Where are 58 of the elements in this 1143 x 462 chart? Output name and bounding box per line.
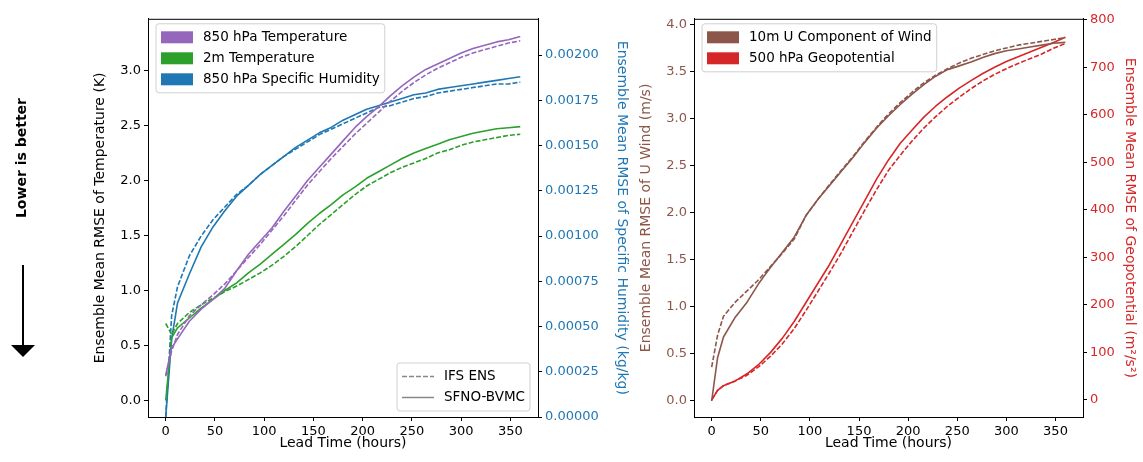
y2-tick-label: 600 [1090, 106, 1115, 122]
y-tick-label: 1.5 [666, 251, 687, 267]
y-tick-label: 3.0 [120, 61, 141, 77]
y-tick-label: 2.0 [120, 171, 141, 187]
x-tick-label: 300 [448, 423, 474, 439]
y2-tick-label: 0.00050 [545, 317, 599, 333]
legend-label: 10m U Component of Wind [749, 27, 932, 44]
y2-tick-label: 100 [1090, 343, 1115, 359]
annotation: SFNO-BVMC [444, 388, 525, 404]
y2-tick-label: 300 [1090, 248, 1115, 264]
x-tick-label: 0 [161, 423, 170, 439]
y-tick-label: 0.5 [120, 336, 141, 352]
y2-tick-label: 700 [1090, 58, 1115, 74]
x-tick-label: 300 [993, 423, 1019, 439]
y2-tick-label: 200 [1090, 296, 1115, 312]
y2-tick-label: 0.00075 [545, 272, 599, 288]
y-tick-label: 2.0 [666, 204, 687, 220]
y2-tick-label: 800 [1090, 11, 1115, 27]
legend-label: 850 hPa Temperature [203, 27, 348, 44]
x-tick-label: 100 [797, 423, 823, 439]
y2-tick-label: 400 [1090, 201, 1115, 217]
x-tick-label: 50 [206, 423, 224, 439]
y-tick-label: 0.0 [666, 392, 687, 408]
y2-tick-label: 0.00100 [545, 227, 599, 243]
legend-label: 850 hPa Specific Humidity [203, 69, 380, 86]
x-axis-title: Lead Time (hours) [824, 434, 953, 451]
y-tick-label: 0.0 [120, 391, 141, 407]
x-tick-label: 50 [752, 423, 770, 439]
y-tick-label: 0.5 [666, 345, 687, 361]
y2-tick-label: 0.00175 [545, 91, 599, 107]
legend-label: 500 hPa Geopotential [749, 48, 895, 65]
x-axis-title: Lead Time (hours) [279, 434, 407, 451]
x-tick-label: 350 [498, 423, 523, 439]
y-tick-label: 4.0 [666, 15, 687, 31]
text: Lower is better [13, 98, 29, 219]
x-tick-label: 0 [707, 423, 716, 439]
y2-axis-title: Ensemble Mean RMSE of Specific Humidity (kg/kg) [614, 40, 631, 395]
y-tick-label: 3.5 [666, 62, 687, 78]
y2-axis-title: Ensemble Mean RMSE of Geopotential (m²/s²) [1122, 57, 1139, 378]
y2-tick-label: 0.00125 [545, 182, 599, 198]
y2-tick-label: 0 [1090, 391, 1099, 407]
annotation: IFS ENS [444, 367, 496, 383]
y2-tick-label: 500 [1090, 153, 1115, 169]
y2-tick-label: 0.00150 [545, 136, 599, 152]
y-axis-title: Ensemble Mean RMSE of U Wind (m/s) [637, 83, 654, 353]
y2-tick-label: 0.00200 [545, 46, 599, 62]
y-tick-label: 1.5 [120, 226, 141, 242]
y-tick-label: 1.0 [666, 298, 687, 314]
y-tick-label: 2.5 [666, 157, 687, 173]
y2-tick-label: 0.00000 [545, 408, 599, 424]
legend-label: 2m Temperature [203, 48, 315, 65]
y-tick-label: 1.0 [120, 281, 141, 297]
x-tick-label: 100 [251, 423, 277, 439]
y-tick-label: 2.5 [120, 116, 141, 132]
y-axis-title: Ensemble Mean RMSE of Temperature (K) [91, 72, 108, 364]
y-tick-label: 3.0 [666, 109, 687, 125]
x-tick-label: 350 [1043, 423, 1068, 439]
y2-tick-label: 0.00025 [545, 363, 599, 379]
